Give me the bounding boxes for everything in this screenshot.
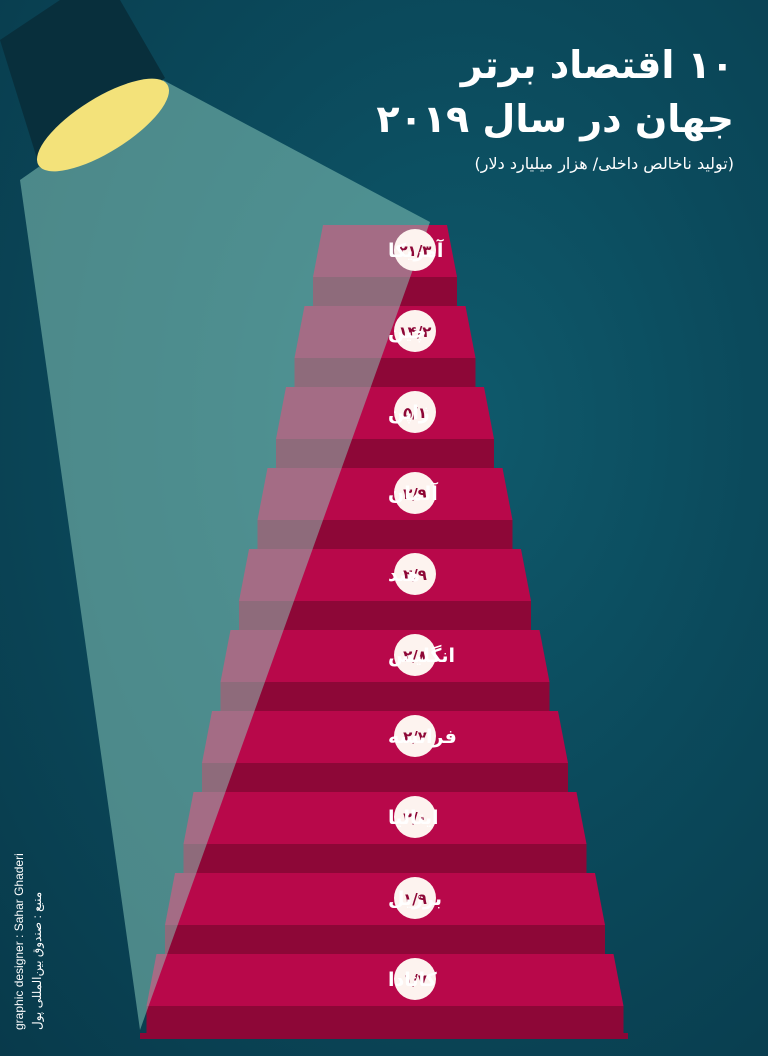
- value-badge: [394, 958, 436, 1000]
- value-badge: [394, 877, 436, 919]
- category-label: انگلیس: [388, 644, 455, 667]
- category-label: برزیل: [388, 888, 442, 910]
- step-tread: [165, 873, 605, 925]
- step-tread: [239, 549, 531, 601]
- data-label: ۲/۷: [403, 728, 427, 746]
- data-label: ۱/۷: [403, 971, 427, 989]
- data-label: ۲۱/۳: [399, 242, 432, 260]
- stair-base: [140, 1033, 628, 1039]
- category-label: کانادا: [388, 969, 438, 991]
- source-credit: منبع : صندوق بین‌المللی پول: [30, 891, 44, 1030]
- value-badge: [394, 796, 436, 838]
- credits: graphic designer : Sahar Ghaderi منبع : …: [10, 770, 46, 1030]
- step-riser: [183, 844, 587, 873]
- category-label: چین: [388, 321, 427, 343]
- category-label: هند: [388, 564, 420, 586]
- spotlight-lamp-icon: [0, 0, 170, 172]
- step-riser: [165, 925, 605, 954]
- value-badge: [394, 229, 436, 271]
- chart-subtitle: (تولید ناخالص داخلی/ هزار میلیارد دلار): [474, 154, 734, 173]
- step-riser: [220, 682, 550, 711]
- title-block: ۱۰ اقتصاد برتر جهان در سال ۲۰۱۹ (تولید ن…: [134, 38, 734, 176]
- data-label: ۲/۰: [403, 809, 427, 827]
- lamp-body: [0, 0, 165, 168]
- category-label: ژاپن: [388, 402, 430, 424]
- value-badge: [394, 310, 436, 352]
- data-label: ۲/۸: [403, 647, 427, 665]
- data-label: ۲/۹: [403, 566, 427, 584]
- step-riser: [146, 1006, 624, 1035]
- step-riser: [202, 763, 568, 792]
- value-badge: [394, 472, 436, 514]
- chart-title-line-2: جهان در سال ۲۰۱۹: [376, 97, 734, 141]
- category-label: ایتالیا: [388, 807, 439, 829]
- value-badge: [394, 634, 436, 676]
- step-tread: [202, 711, 568, 763]
- value-badge: [394, 715, 436, 757]
- designer-credit: graphic designer : Sahar Ghaderi: [12, 853, 26, 1030]
- data-label: ۳/۹: [403, 485, 427, 503]
- value-badge: [394, 553, 436, 595]
- data-label: ۱/۹: [403, 890, 427, 908]
- step-tread: [220, 630, 550, 682]
- step-tread: [183, 792, 587, 844]
- data-label: ۵/۱: [403, 404, 427, 422]
- lamp-glow: [36, 78, 170, 172]
- value-badge: [394, 391, 436, 433]
- category-label: آمریکا: [388, 238, 444, 262]
- category-label: فرانسه: [388, 726, 457, 748]
- step-tread: [146, 954, 624, 1006]
- spotlight-beam: [20, 80, 430, 1030]
- data-label: ۱۴/۲: [399, 323, 432, 341]
- category-label: آلمان: [388, 481, 438, 505]
- chart-title-line-1: ۱۰ اقتصاد برتر: [460, 43, 734, 87]
